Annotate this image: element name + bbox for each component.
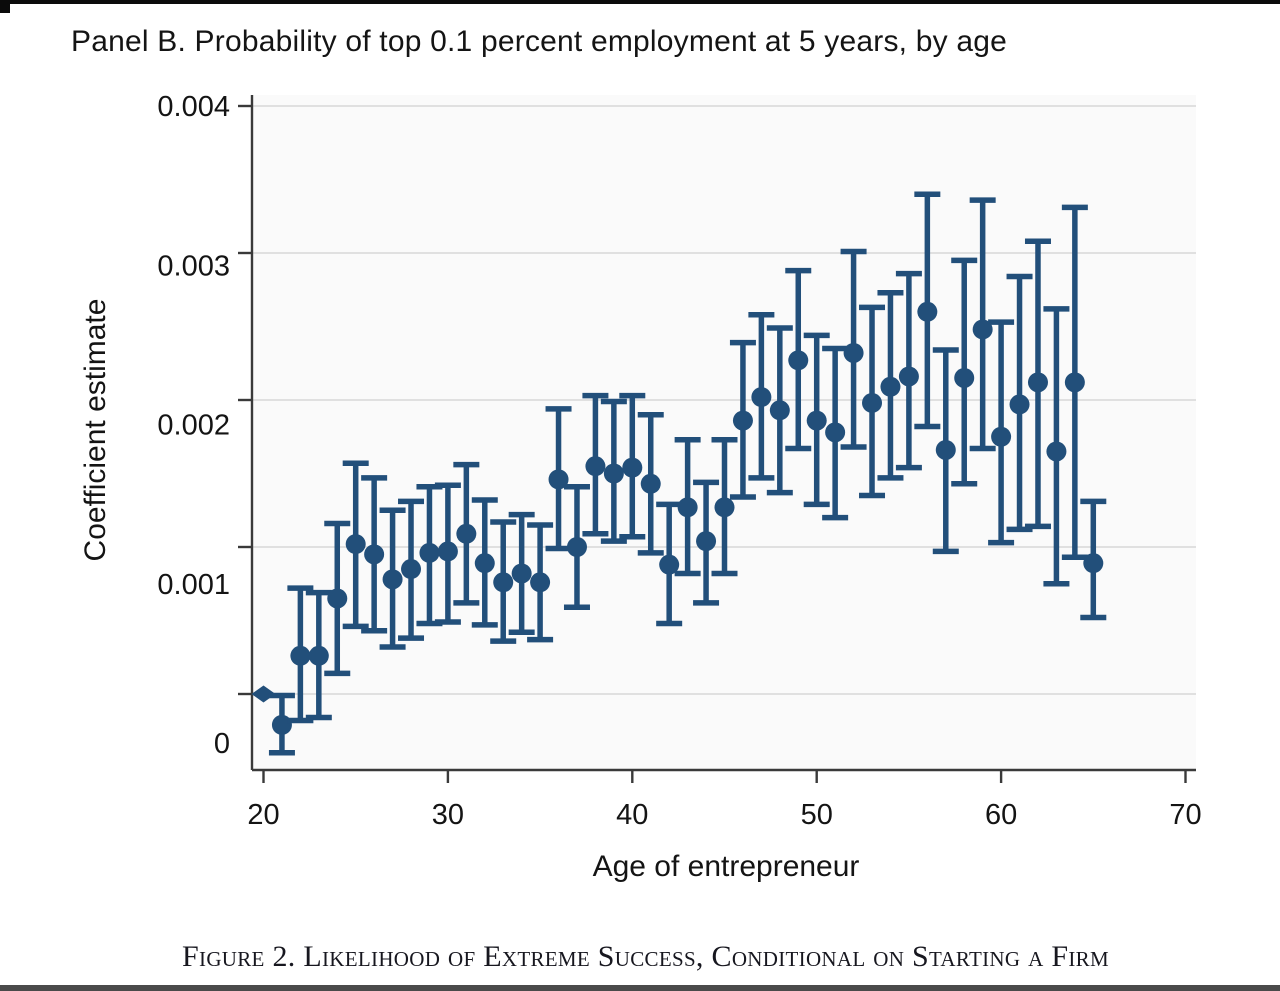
data-point <box>622 457 643 478</box>
figure-caption: Figure 2. Likelihood of Extreme Success,… <box>182 940 1109 973</box>
x-tick-label: 20 <box>247 799 279 831</box>
x-tick-label: 50 <box>801 799 833 831</box>
y-tick-label: 0 <box>214 728 230 760</box>
panel-title: Panel B. Probability of top 0.1 percent … <box>71 25 1007 58</box>
data-point <box>862 392 883 413</box>
data-point <box>456 523 477 544</box>
data-point <box>401 559 422 580</box>
y-tick-label: 0.004 <box>157 91 230 123</box>
y-tick-label: 0.001 <box>157 569 230 601</box>
x-tick-label: 30 <box>432 799 464 831</box>
data-point <box>566 537 587 557</box>
data-point <box>714 497 735 518</box>
data-point <box>585 456 606 477</box>
data-point <box>935 439 956 460</box>
data-point <box>917 301 938 322</box>
data-point <box>327 588 348 609</box>
y-tick-label: 0.003 <box>157 250 230 282</box>
data-point <box>732 410 753 431</box>
data-point <box>548 469 569 490</box>
data-point <box>640 473 661 494</box>
x-tick-label: 60 <box>985 799 1017 831</box>
data-point <box>696 531 717 552</box>
data-point <box>825 422 846 443</box>
data-point <box>972 319 993 340</box>
data-point <box>603 463 624 484</box>
data-point <box>806 410 827 431</box>
data-point <box>788 350 809 371</box>
x-tick-label: 70 <box>1169 799 1201 831</box>
data-point <box>659 554 680 575</box>
data-point <box>493 572 514 593</box>
y-tick-label: 0.002 <box>157 410 230 442</box>
frame-bottom-edge <box>0 985 1280 991</box>
data-point <box>751 387 772 408</box>
data-point <box>1046 441 1067 462</box>
frame-top-edge <box>0 0 1280 4</box>
data-point <box>419 542 440 563</box>
data-point <box>308 645 329 666</box>
data-point-diamond <box>251 685 276 703</box>
data-point <box>769 400 790 421</box>
data-point <box>677 497 698 518</box>
frame-corner-notch <box>0 0 10 13</box>
data-point <box>1064 372 1085 393</box>
x-tick-label: 40 <box>616 799 648 831</box>
x-axis-title: Age of entrepreneur <box>592 850 860 883</box>
data-point <box>290 645 311 666</box>
data-point <box>271 714 292 735</box>
data-point <box>880 376 901 397</box>
data-point <box>898 366 919 387</box>
data-point <box>474 553 495 574</box>
data-point <box>991 426 1012 447</box>
data-point <box>1027 372 1048 393</box>
data-point <box>530 572 551 593</box>
data-point <box>1083 553 1104 574</box>
data-point <box>511 563 532 584</box>
data-point <box>382 569 403 590</box>
data-point <box>954 367 975 388</box>
data-point <box>364 544 385 565</box>
data-point <box>437 541 458 562</box>
data-point <box>345 534 366 555</box>
data-point <box>1009 394 1030 415</box>
data-point <box>843 342 864 363</box>
